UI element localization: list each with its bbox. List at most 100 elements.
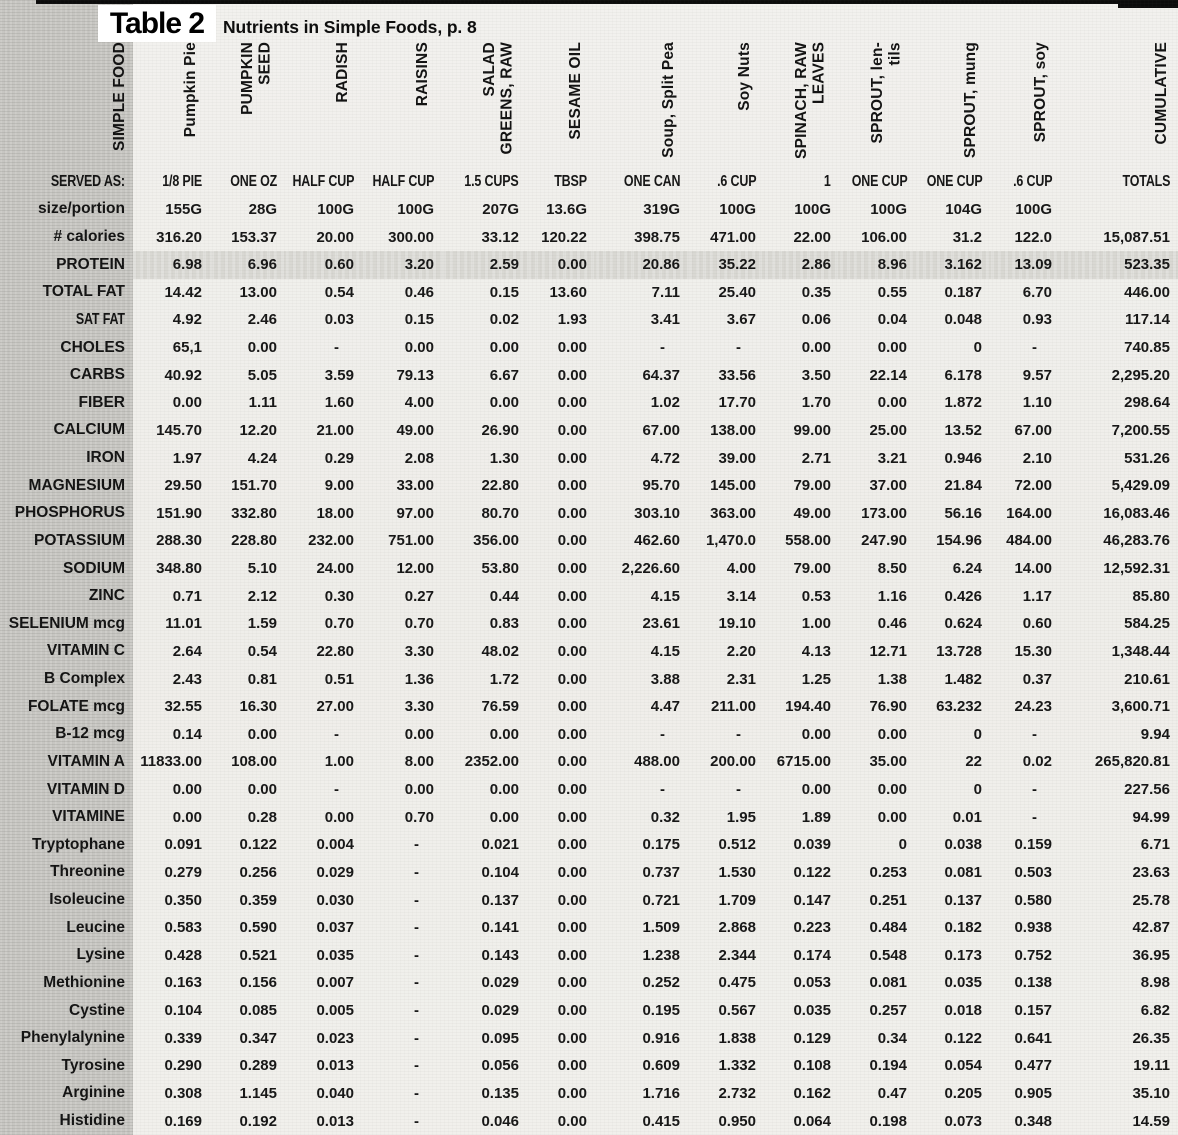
- value-cell: 0.194: [869, 1057, 907, 1075]
- value-cell: 1.509: [642, 919, 680, 937]
- value-cell: 3.20: [363, 250, 443, 279]
- value-cell: 0.104: [164, 1002, 202, 1020]
- value-cell: -: [334, 339, 339, 357]
- value-cell: 1.482: [944, 670, 982, 688]
- value-cell: 15,087.51: [1103, 228, 1170, 246]
- value-cell: -: [414, 1057, 419, 1075]
- value-cell: -: [334, 781, 339, 799]
- value-cell: 37.00: [869, 477, 907, 495]
- value-cell: -: [736, 725, 741, 743]
- value-cell: 232.00: [308, 532, 354, 550]
- value-cell: 1.30: [489, 449, 519, 467]
- value-cell: 227.56: [1124, 781, 1170, 799]
- value-cell: 0.035: [944, 974, 982, 992]
- value-cell: 4.92: [172, 311, 202, 329]
- value-cell: 0.348: [1014, 1112, 1052, 1130]
- value-cell: 65,1: [172, 339, 202, 357]
- value-cell: 0.00: [557, 753, 587, 771]
- value-cell: 0.00: [489, 394, 519, 412]
- value-cell: 49.00: [793, 504, 831, 522]
- value-cell: 3.50: [801, 366, 831, 384]
- value-cell: 94.99: [1132, 808, 1170, 826]
- table-title: Table 2: [109, 6, 205, 40]
- value-cell: 0.037: [316, 919, 354, 937]
- value-cell: 0.081: [869, 974, 907, 992]
- serving-text: 1/8 PIE: [162, 172, 202, 190]
- value-cell: 31.2: [952, 228, 982, 246]
- value-cell: 2.344: [718, 946, 756, 964]
- value-cell: 0.03: [324, 311, 354, 329]
- value-cell: -: [660, 781, 665, 799]
- value-cell: 0.290: [164, 1057, 202, 1075]
- value-cell: 1.95: [726, 808, 756, 826]
- value-cell: 0.007: [316, 974, 354, 992]
- serving-cell: ONE CUP: [840, 168, 916, 196]
- value-cell: 2.46: [247, 311, 277, 329]
- value-cell: 0.548: [869, 946, 907, 964]
- value-cell: 0.46: [404, 283, 434, 301]
- value-cell: 0.00: [877, 394, 907, 412]
- value-cell: 2,226.60: [621, 560, 680, 578]
- value-cell: 0: [973, 725, 982, 743]
- value-cell: 15.30: [1014, 642, 1052, 660]
- value-cell: 1.36: [404, 670, 434, 688]
- value-cell: 0.157: [1014, 1002, 1052, 1020]
- value-cell: 0.590: [239, 919, 277, 937]
- value-cell: 25.40: [718, 283, 756, 301]
- value-cell: 0.00: [557, 781, 587, 799]
- value-cell: 0.029: [481, 974, 519, 992]
- value-cell: 16,083.46: [1103, 504, 1170, 522]
- value-cell: 2352.00: [464, 753, 519, 771]
- value-cell: 0.30: [324, 587, 354, 605]
- value-cell: -: [660, 725, 665, 743]
- value-cell: 16.30: [239, 698, 277, 716]
- value-cell: 36.95: [1132, 946, 1170, 964]
- value-cell: 0.00: [557, 532, 587, 550]
- value-cell: 1.11: [248, 394, 277, 412]
- value-cell: 0.521: [239, 946, 277, 964]
- value-cell: 558.00: [785, 532, 831, 550]
- value-cell: 303.10: [634, 504, 680, 522]
- value-cell: 33.00: [396, 477, 434, 495]
- row-label: B Complex: [44, 670, 125, 688]
- value-cell: 0.14: [172, 725, 202, 743]
- value-cell: 2.71: [801, 449, 831, 467]
- value-cell: 24.23: [1014, 698, 1052, 716]
- value-cell: 6.71: [1140, 836, 1170, 854]
- value-cell: 0.950: [718, 1112, 756, 1130]
- value-cell: 0.503: [1014, 863, 1052, 881]
- value-cell: 0.27: [404, 587, 434, 605]
- value-cell: 0.00: [324, 808, 354, 826]
- value-cell: 3.30: [404, 698, 434, 716]
- row-label: FIBER: [78, 393, 126, 411]
- value-cell: 207G: [482, 200, 519, 218]
- value-cell: 0.005: [316, 1002, 354, 1020]
- column-header: SPROUT, soy: [991, 0, 1061, 168]
- value-cell: 0.308: [164, 1084, 202, 1102]
- value-cell: 300.00: [388, 228, 434, 246]
- value-cell: 0.035: [316, 946, 354, 964]
- value-cell: 1.89: [801, 808, 831, 826]
- column-header-label: RADISH: [333, 42, 351, 103]
- value-cell: 40.92: [164, 366, 202, 384]
- value-cell: 0.00: [557, 421, 587, 439]
- column-header-label: Pumpkin Pie: [181, 42, 199, 138]
- value-cell: 2.86: [765, 250, 840, 279]
- value-cell: 0.091: [164, 836, 202, 854]
- value-cell: 0.257: [869, 1002, 907, 1020]
- value-cell: 0.00: [801, 339, 831, 357]
- value-cell: 0.35: [801, 283, 831, 301]
- value-cell: 0.00: [489, 339, 519, 357]
- value-cell: 462.60: [634, 532, 680, 550]
- value-cell: 0.085: [239, 1002, 277, 1020]
- value-cell: 0.195: [642, 1002, 680, 1020]
- value-cell: 0.339: [164, 1029, 202, 1047]
- value-cell: 0.00: [557, 808, 587, 826]
- value-cell: 4.00: [726, 560, 756, 578]
- value-cell: 1.97: [172, 449, 202, 467]
- value-cell: 154.96: [936, 532, 982, 550]
- value-cell: 46,283.76: [1103, 532, 1170, 550]
- value-cell: 0.00: [557, 725, 587, 743]
- value-cell: 265,820.81: [1094, 753, 1170, 771]
